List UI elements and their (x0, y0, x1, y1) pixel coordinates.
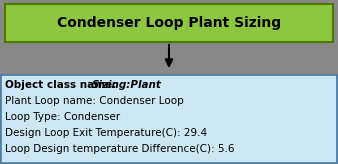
Text: Plant Loop name: Condenser Loop: Plant Loop name: Condenser Loop (5, 96, 184, 106)
FancyBboxPatch shape (5, 4, 333, 42)
Text: Condenser Loop Plant Sizing: Condenser Loop Plant Sizing (57, 16, 281, 30)
FancyArrowPatch shape (166, 45, 172, 66)
Text: Loop Design temperature Difference(C): 5.6: Loop Design temperature Difference(C): 5… (5, 144, 235, 154)
Text: Design Loop Exit Temperature(C): 29.4: Design Loop Exit Temperature(C): 29.4 (5, 128, 207, 138)
Text: Object class name:: Object class name: (5, 80, 120, 90)
Text: Loop Type: Condenser: Loop Type: Condenser (5, 112, 120, 122)
Text: Sizing:Plant: Sizing:Plant (92, 80, 162, 90)
FancyBboxPatch shape (1, 75, 337, 163)
